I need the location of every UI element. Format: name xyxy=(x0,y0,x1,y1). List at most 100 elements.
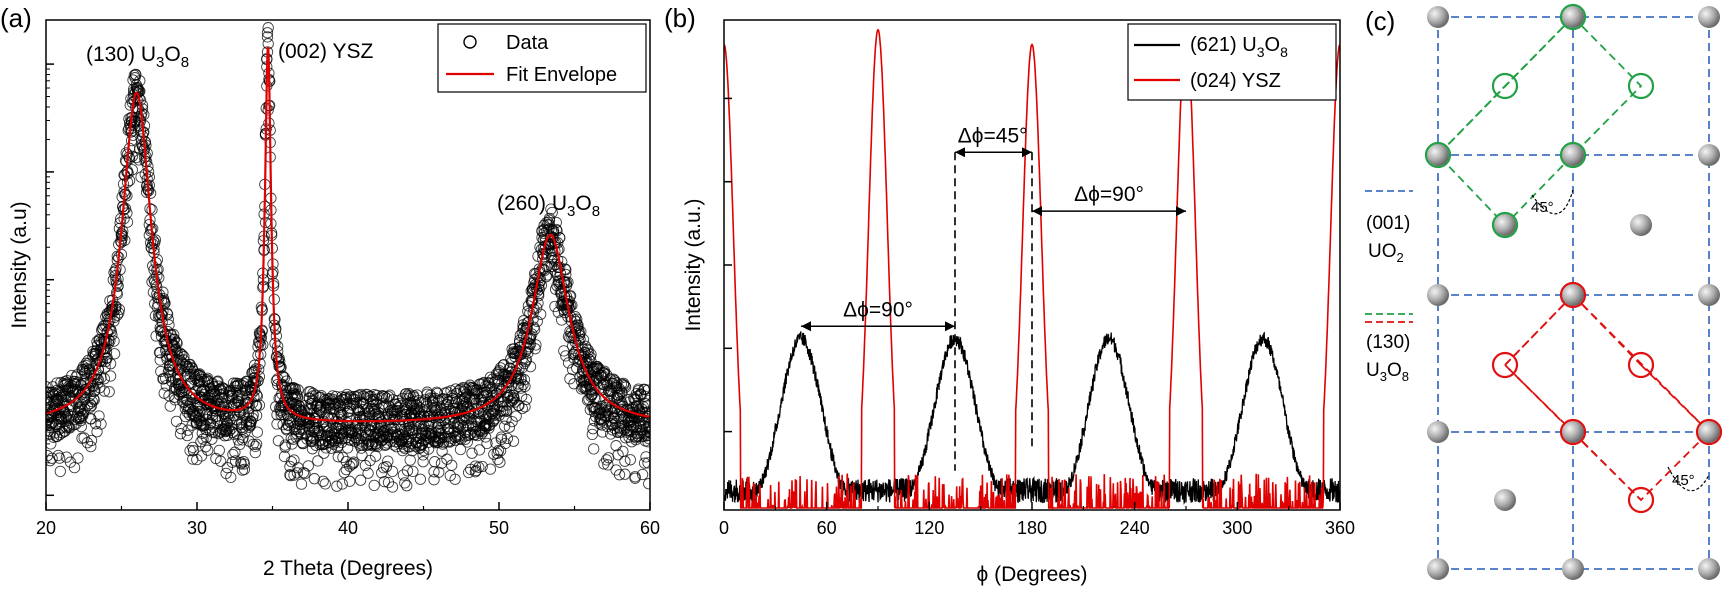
data-point xyxy=(244,419,257,432)
data-point xyxy=(418,444,430,457)
data-point xyxy=(89,418,102,430)
data-point xyxy=(261,27,274,39)
data-point xyxy=(347,458,359,470)
data-point xyxy=(641,412,650,425)
data-point xyxy=(246,412,259,424)
data-point xyxy=(616,387,628,399)
x-tick-label: 30 xyxy=(187,518,207,538)
data-point xyxy=(53,452,66,464)
data-point xyxy=(143,171,155,183)
data-point xyxy=(251,426,263,438)
data-point xyxy=(270,330,283,342)
data-point xyxy=(477,426,489,438)
legend-data-marker xyxy=(463,35,477,49)
peak-label-130: (130) U3O8 xyxy=(86,43,189,71)
data-point xyxy=(579,340,592,352)
uo2-atom xyxy=(1698,421,1720,443)
uo2-atom xyxy=(1630,214,1652,236)
legend-data-label: Data xyxy=(506,32,549,54)
data-point xyxy=(154,354,166,366)
data-point xyxy=(382,455,394,467)
legend-uo2-plane: (001) xyxy=(1366,213,1410,234)
uo2-atom xyxy=(1562,558,1584,580)
x-tick-label: 40 xyxy=(338,518,358,538)
data-point xyxy=(119,202,132,215)
panel-a-x-axis-title: 2 Theta (Degrees) xyxy=(263,557,433,580)
data-point xyxy=(513,345,525,357)
u3o8-green-atom xyxy=(1559,3,1587,31)
data-point xyxy=(272,340,284,352)
uo2-atom xyxy=(1427,558,1449,580)
data-point xyxy=(362,467,374,479)
data-point xyxy=(560,268,572,281)
data-point xyxy=(417,456,429,468)
data-point xyxy=(602,459,614,471)
data-point xyxy=(122,167,134,179)
data-point xyxy=(85,440,97,453)
arrow-head xyxy=(955,147,965,158)
data-point xyxy=(564,290,576,303)
data-point xyxy=(356,449,368,462)
data-point xyxy=(348,456,360,468)
panel-b-series xyxy=(724,28,1340,510)
arrow-head xyxy=(1032,206,1042,217)
panel-a: (a) 20 30 40 50 60 2 Theta (Degrees) Intensi… xyxy=(0,3,660,580)
data-point xyxy=(206,433,218,445)
data-point xyxy=(412,394,425,407)
data-point xyxy=(643,478,650,490)
x-tick-label: 180 xyxy=(1017,518,1047,538)
data-point xyxy=(174,428,187,440)
data-point xyxy=(613,469,626,481)
data-point xyxy=(399,477,411,489)
data-point xyxy=(299,467,311,480)
data-point xyxy=(271,418,283,430)
x-tick-label: 240 xyxy=(1120,518,1150,538)
data-point xyxy=(87,393,100,405)
arrow-head xyxy=(1022,147,1032,158)
data-point xyxy=(184,444,196,457)
data-point xyxy=(354,474,367,486)
x-tick-label: 120 xyxy=(914,518,944,538)
u3o8-red-cell-edge xyxy=(1572,431,1642,501)
u3o8-red-cell-edge xyxy=(1504,364,1574,433)
data-point xyxy=(229,455,242,467)
u3o8-red-atom xyxy=(1627,486,1655,514)
data-point xyxy=(194,405,206,418)
data-point xyxy=(499,437,511,450)
data-point xyxy=(227,448,239,461)
data-point xyxy=(414,473,427,485)
data-point xyxy=(308,473,321,485)
data-point xyxy=(357,390,369,402)
uo2-atom xyxy=(1562,284,1584,306)
data-point xyxy=(489,413,501,425)
data-point xyxy=(253,399,266,411)
data-point xyxy=(98,373,111,385)
uo2-atom xyxy=(1562,421,1584,443)
data-point xyxy=(91,426,103,438)
lattice-diagram xyxy=(1424,3,1723,580)
data-point xyxy=(331,480,343,492)
data-point xyxy=(600,454,613,466)
data-point xyxy=(490,368,503,380)
data-point xyxy=(253,370,266,383)
data-point xyxy=(613,383,626,395)
u3o8-green-atom xyxy=(1559,141,1587,169)
data-point xyxy=(151,253,164,266)
data-point xyxy=(519,401,531,413)
data-point xyxy=(88,394,100,406)
data-point xyxy=(142,166,155,178)
data-point xyxy=(610,440,622,452)
data-point xyxy=(64,422,76,434)
data-point xyxy=(466,447,478,459)
data-point xyxy=(98,385,111,397)
data-point xyxy=(153,272,165,284)
angle-arc-red xyxy=(1667,466,1710,492)
x-tick-label: 50 xyxy=(489,518,509,538)
data-point xyxy=(524,360,537,373)
x-tick-label: 0 xyxy=(719,518,729,538)
data-point xyxy=(500,413,512,425)
data-point xyxy=(272,353,285,366)
data-point xyxy=(642,384,650,396)
uo2-atom xyxy=(1427,6,1449,28)
data-point xyxy=(240,384,252,396)
